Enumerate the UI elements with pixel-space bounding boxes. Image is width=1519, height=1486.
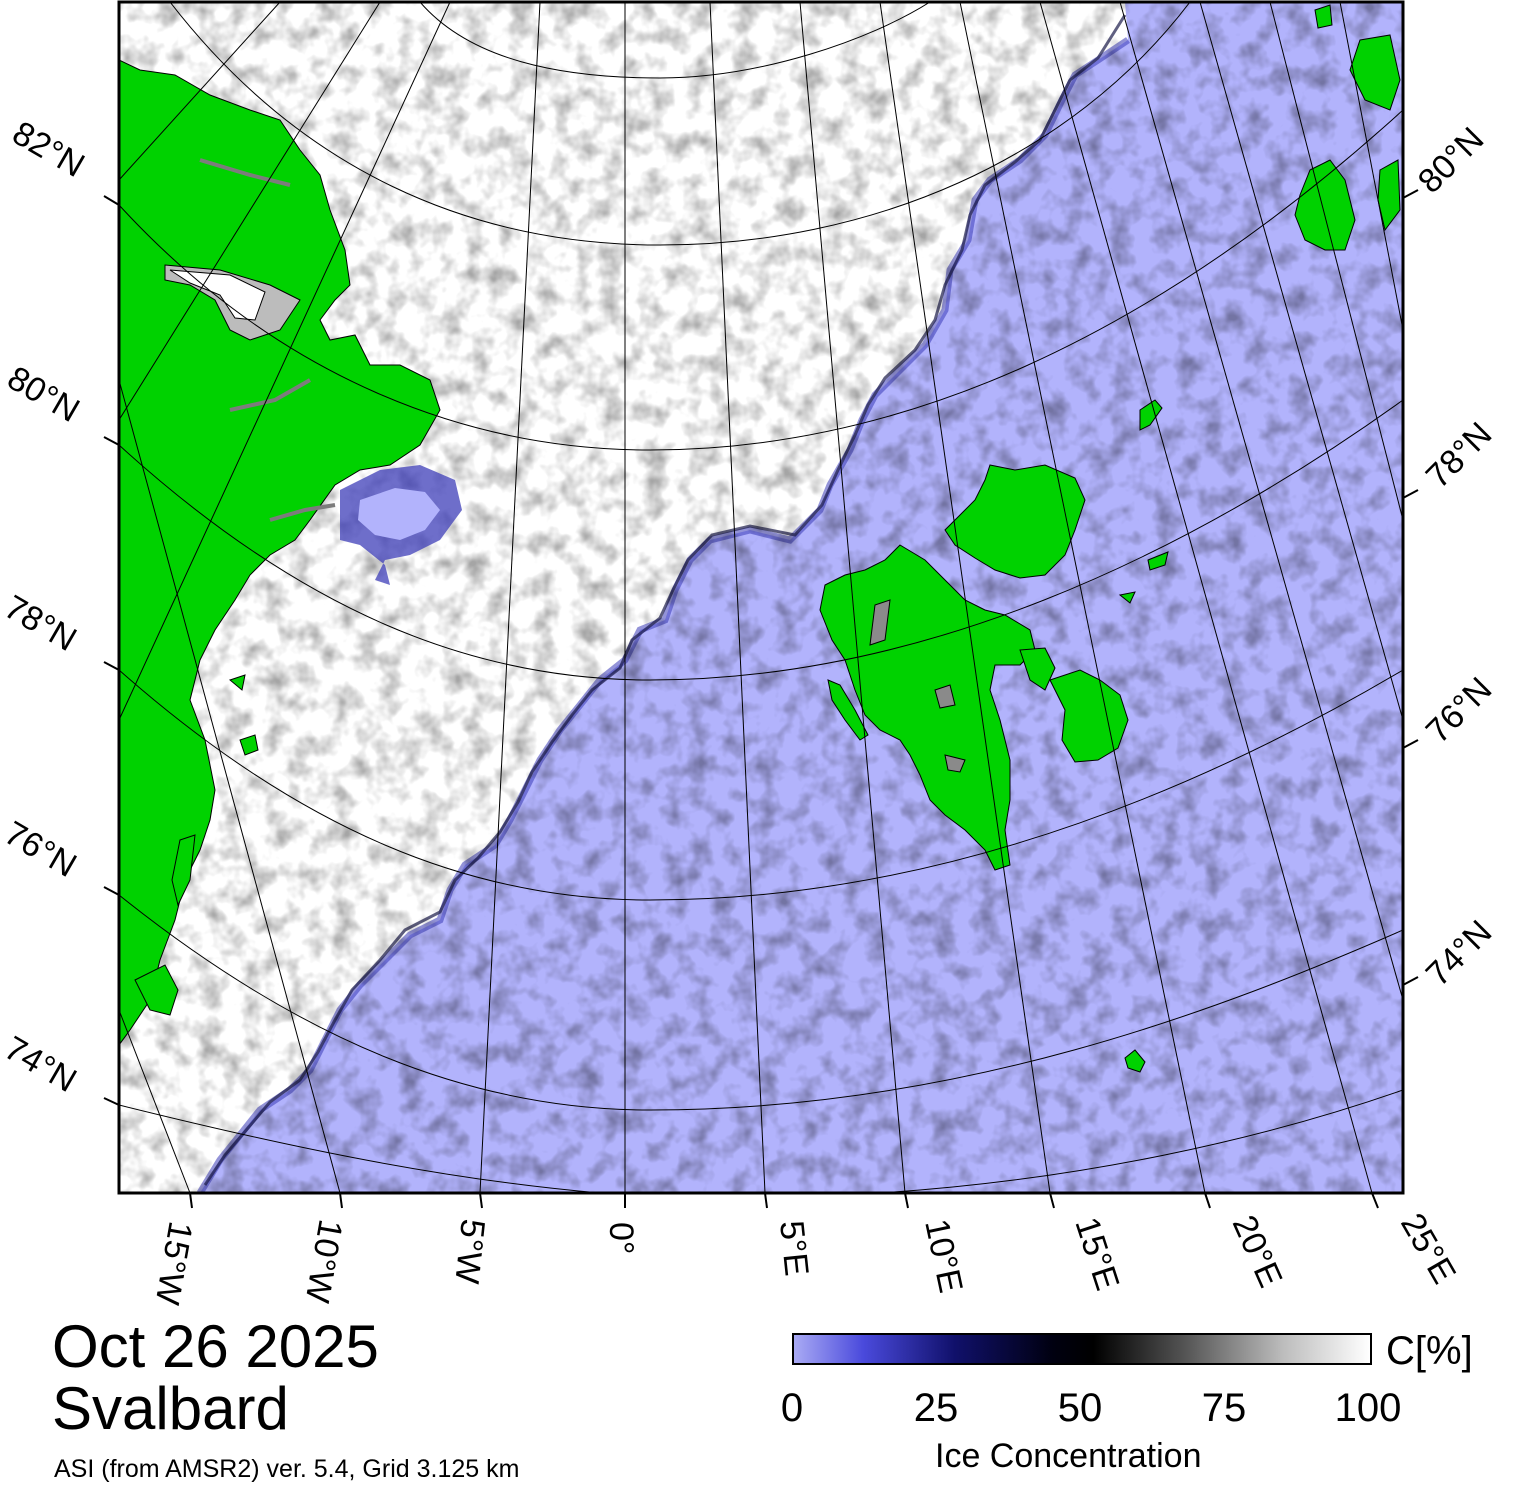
lat-label-left-76: 76°N: [0, 814, 83, 885]
colorbar-unit: C[%]: [1386, 1329, 1473, 1373]
nordaustlandet-land: [944, 464, 1086, 579]
colorbar-title: Ice Concentration: [935, 1437, 1202, 1475]
colorbar-tick-100: 100: [1334, 1386, 1402, 1430]
colorbar-tick-25: 25: [913, 1386, 959, 1430]
lon-label-15e: 15°E: [1067, 1213, 1126, 1295]
map-date: Oct 26 2025: [52, 1313, 379, 1380]
lat-label-right-76: 76°N: [1419, 670, 1500, 751]
lat-label-left-78: 78°N: [0, 588, 83, 659]
lon-label-5w: 5°W: [447, 1217, 492, 1285]
greenland-land: [119, 59, 441, 1046]
spitsbergen-glacier: [869, 599, 966, 773]
tick-marks: [103, 189, 1419, 1209]
prins-karls-forland: [827, 679, 869, 741]
greenland-fjord-2: [199, 158, 336, 522]
lon-label-0: 0°: [602, 1222, 640, 1255]
bear-island: [1124, 1049, 1146, 1073]
lat-label-right-74: 74°N: [1419, 913, 1500, 994]
edgeoya-land: [1049, 669, 1129, 763]
franz-josef-land: [1294, 4, 1401, 251]
lat-label-left-74: 74°N: [0, 1029, 83, 1100]
colorbar-tick-75: 75: [1201, 1386, 1247, 1430]
lon-label-20e: 20°E: [1225, 1210, 1290, 1293]
polynya-inner: [358, 488, 440, 540]
map-region: Svalbard: [52, 1375, 289, 1442]
lon-label-10e: 10°E: [917, 1216, 970, 1296]
data-source: ASI (from AMSR2) ver. 5.4, Grid 3.125 km: [54, 1455, 520, 1483]
greenland-fjord: [169, 269, 266, 321]
greenland-islands: [134, 674, 259, 1016]
lat-label-left-80: 80°N: [1, 359, 86, 430]
lat-label-right-80: 80°N: [1411, 120, 1492, 201]
graticule-parallels: [119, 2, 1403, 1193]
lon-label-25e: 25°E: [1393, 1207, 1463, 1290]
lon-label-15w: 15°W: [148, 1219, 200, 1308]
colorbar-tick-50: 50: [1057, 1386, 1103, 1430]
lon-label-10w: 10°W: [298, 1217, 350, 1306]
lat-label-left-82: 82°N: [6, 114, 91, 185]
graticule-meridians: [119, 2, 1403, 1193]
colorbar-tick-0: 0: [780, 1386, 804, 1430]
barentsoya-land: [1019, 647, 1056, 691]
kong-karls-land: [1118, 551, 1169, 604]
lon-label-5e: 5°E: [772, 1219, 816, 1278]
lat-label-right-78: 78°N: [1419, 415, 1500, 496]
map-frame: [117, 0, 1405, 1195]
ice-texture: [119, 2, 1403, 1193]
colorbar: [792, 1333, 1372, 1365]
